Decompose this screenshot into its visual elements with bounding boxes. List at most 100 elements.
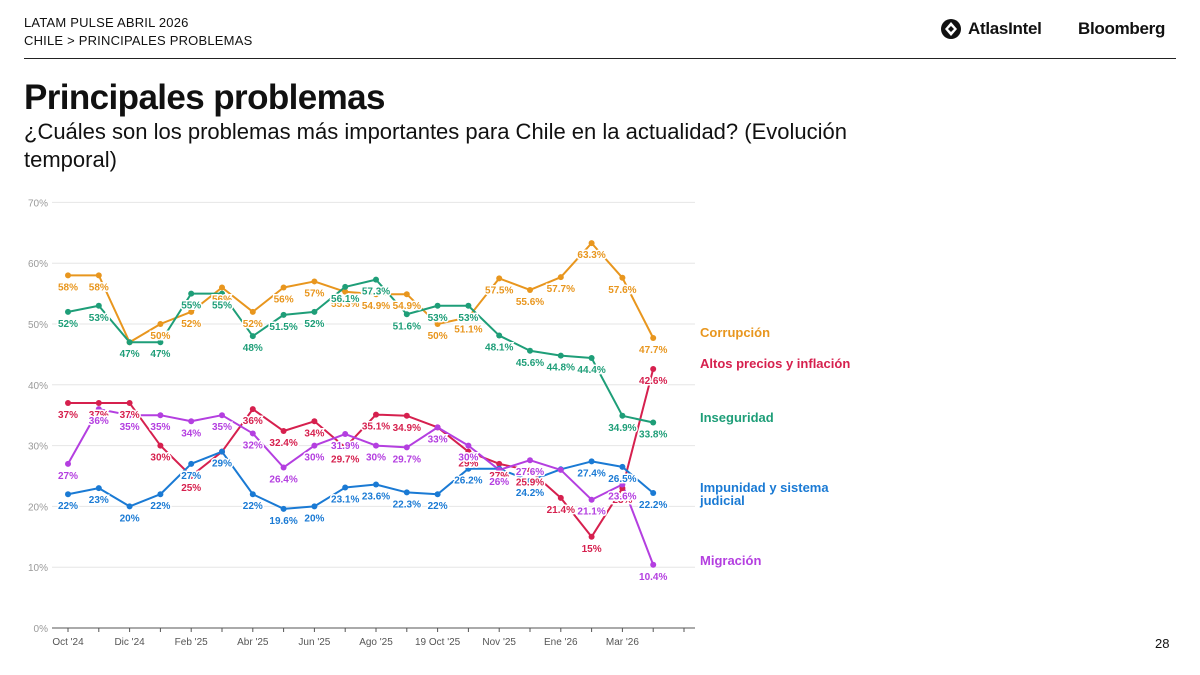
x-tick-label: Nov '25 <box>482 637 516 648</box>
data-point <box>249 430 256 437</box>
series-name: Altos precios y inflación <box>700 356 850 371</box>
data-label: 29.7% <box>393 454 421 465</box>
data-point <box>527 347 533 354</box>
y-tick-label: 40% <box>28 381 48 392</box>
data-point <box>342 444 349 451</box>
data-point <box>403 489 410 496</box>
y-tick-label: 0% <box>34 624 49 635</box>
data-label: 51.5% <box>269 322 297 333</box>
data-label: 56% <box>212 295 232 306</box>
data-point <box>465 442 472 449</box>
data-point <box>157 442 164 449</box>
data-label: 51.1% <box>454 324 482 335</box>
data-label: 23.1% <box>331 495 359 506</box>
data-point <box>219 448 225 455</box>
data-point <box>557 274 564 281</box>
data-label: 33.8% <box>639 429 667 440</box>
y-tick-label: 10% <box>28 563 48 574</box>
data-point <box>95 272 102 279</box>
data-point <box>65 400 71 407</box>
data-point <box>496 275 503 282</box>
data-point <box>311 278 318 285</box>
data-point <box>249 333 256 340</box>
data-point <box>95 302 102 309</box>
data-label: 57% <box>304 288 324 299</box>
data-point <box>373 411 379 418</box>
data-label: 29.7% <box>331 454 359 465</box>
data-label: 37% <box>58 410 78 421</box>
data-label: 52% <box>304 319 324 330</box>
y-tick-label: 30% <box>28 442 48 453</box>
data-point <box>188 308 195 315</box>
data-label: 34% <box>304 428 324 439</box>
data-point <box>434 491 441 498</box>
data-point <box>249 491 256 498</box>
data-label: 25% <box>181 483 201 494</box>
x-tick-label: Oct '24 <box>52 637 84 648</box>
data-label: 26.2% <box>454 476 482 487</box>
data-point <box>157 321 164 327</box>
data-point <box>557 494 564 501</box>
data-label: 55% <box>181 301 201 312</box>
data-point <box>557 352 564 359</box>
data-point <box>650 419 657 426</box>
data-point <box>557 466 564 473</box>
data-label: 58% <box>58 282 78 293</box>
data-point <box>219 284 225 291</box>
data-label: 36% <box>243 416 263 427</box>
data-label: 45.6% <box>516 358 544 369</box>
data-label: 44.8% <box>547 363 575 374</box>
data-point <box>188 460 195 467</box>
data-label: 34.9% <box>393 423 421 434</box>
series-name-line: Impunidad y sistema <box>700 480 829 495</box>
data-label: 54.9% <box>393 301 421 312</box>
data-label: 35.1% <box>362 422 390 433</box>
data-point <box>249 406 256 413</box>
header-divider <box>24 58 1176 59</box>
data-point <box>249 308 256 315</box>
data-point <box>280 464 287 471</box>
data-label: 20% <box>304 513 324 524</box>
chart-series-lines <box>67 242 655 566</box>
data-label: 57.7% <box>547 284 575 295</box>
data-point <box>373 442 379 449</box>
data-label: 57.3% <box>362 287 390 298</box>
data-label: 23% <box>612 495 632 506</box>
y-tick-label: 20% <box>28 502 48 513</box>
chart-data-labels: 58% 58%50%52%56%52%56%57%55.3% 54.9% 54.9%5… <box>56 249 668 585</box>
data-point <box>311 442 318 449</box>
data-point <box>126 412 133 419</box>
data-point <box>403 444 410 451</box>
data-point <box>434 321 441 327</box>
y-tick-label: 60% <box>28 259 48 270</box>
data-point <box>342 484 349 491</box>
data-label: 47% <box>150 349 170 360</box>
series-line <box>68 368 655 538</box>
data-label: 32% <box>243 440 263 451</box>
data-label: 27.6% <box>516 467 544 478</box>
x-tick-label: Jun '25 <box>298 637 330 648</box>
data-label: 54.9% <box>362 301 390 312</box>
data-label: 34.9% <box>608 423 636 434</box>
data-label: 55.6% <box>516 297 544 308</box>
data-label: 37% <box>89 410 109 421</box>
data-label: 20% <box>120 513 140 524</box>
chart-points <box>65 240 657 568</box>
x-tick-label: Mar '26 <box>606 637 639 648</box>
data-label: 30% <box>458 453 478 464</box>
y-tick-label: 50% <box>28 320 48 331</box>
data-label: 34% <box>181 428 201 439</box>
data-label: 23.6% <box>608 492 636 503</box>
data-label: 22.3% <box>393 499 421 510</box>
data-label: 33% <box>428 434 448 445</box>
data-point <box>280 428 287 435</box>
data-label: 50% <box>428 331 448 342</box>
data-label: 56.1% <box>331 294 359 305</box>
page-subtitle: ¿Cuáles son los problemas más importante… <box>24 119 847 172</box>
data-point <box>650 561 657 568</box>
data-label: 37% <box>120 410 140 421</box>
data-point <box>280 311 287 318</box>
data-label: 48% <box>243 343 263 354</box>
series-name-line: judicial <box>699 493 745 508</box>
atlasintel-logo: AtlasIntel <box>940 18 1042 40</box>
